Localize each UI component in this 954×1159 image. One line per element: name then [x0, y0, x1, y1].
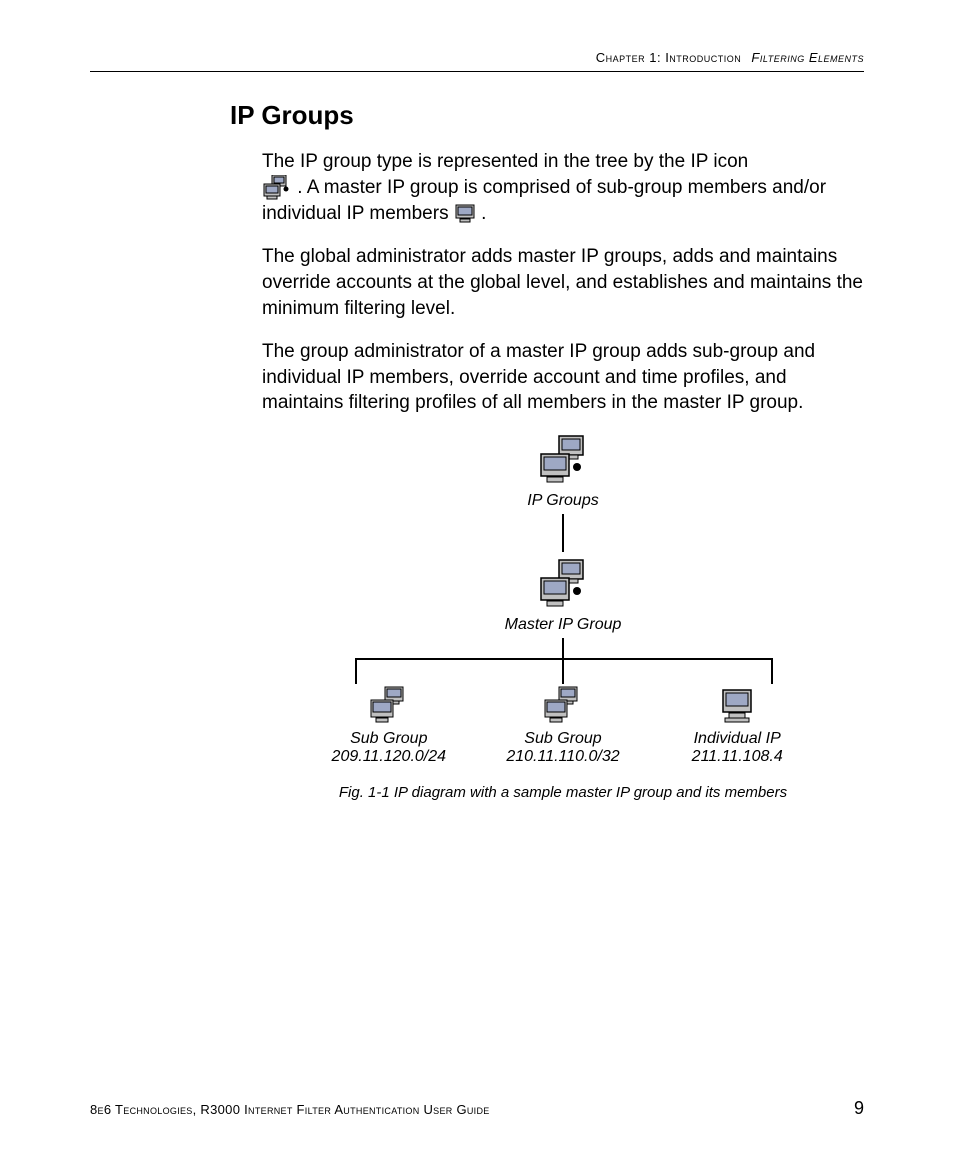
connector-line	[562, 514, 564, 552]
tree-leaf-node: Sub Group 210.11.110.0/32	[477, 686, 649, 766]
page-number: 9	[854, 1098, 864, 1119]
leaf-sub: 209.11.120.0/24	[332, 748, 446, 766]
ip-group-icon	[533, 558, 593, 612]
paragraph-1: The IP group type is represented in the …	[262, 149, 864, 226]
content-area: IP Groups The IP group type is represent…	[230, 100, 864, 1088]
individual-ip-icon	[717, 686, 757, 726]
leaf-label: Sub Group	[350, 730, 427, 748]
ip-tree-diagram: IP Groups	[303, 434, 823, 801]
paragraph-2: The global administrator adds master IP …	[262, 244, 864, 321]
p1-text-a: The IP group type is represented in the …	[262, 151, 748, 172]
section-title: IP Groups	[230, 100, 864, 131]
tree-leaf-node: Sub Group 209.11.120.0/24	[303, 686, 475, 766]
p1-text-b: . A master IP group is comprised of sub-…	[262, 177, 826, 224]
ip-subgroup-icon	[367, 686, 411, 726]
leaf-sub: 210.11.110.0/32	[506, 748, 619, 766]
leaf-label: Sub Group	[524, 730, 601, 748]
tree-leaf-row: Sub Group 209.11.120.0/24	[303, 686, 823, 766]
p1-text-c: .	[481, 203, 486, 224]
page-header: Chapter 1: Introduction Filtering Elemen…	[90, 50, 864, 72]
mid-label: Master IP Group	[505, 616, 622, 634]
root-label: IP Groups	[527, 492, 598, 510]
header-section-secondary: Filtering Elements	[751, 50, 864, 65]
page-footer: 8e6 Technologies, R3000 Internet Filter …	[90, 1088, 864, 1119]
leaf-label: Individual IP	[694, 730, 781, 748]
chapter-label: Chapter 1:	[596, 50, 661, 65]
individual-ip-icon	[454, 204, 476, 224]
ip-group-icon	[533, 434, 593, 488]
tree-leaf-node: Individual IP 211.11.108.4	[651, 686, 823, 766]
ip-subgroup-icon	[541, 686, 585, 726]
tree-mid-node: Master IP Group	[303, 558, 823, 634]
figure-caption: Fig. 1-1 IP diagram with a sample master…	[303, 784, 823, 801]
footer-title: 8e6 Technologies, R3000 Internet Filter …	[90, 1102, 490, 1117]
body-text: The IP group type is represented in the …	[262, 149, 864, 801]
tree-root-node: IP Groups	[303, 434, 823, 558]
leaf-sub: 211.11.108.4	[692, 748, 783, 766]
paragraph-3: The group administrator of a master IP g…	[262, 339, 864, 416]
tree-branch	[303, 638, 823, 686]
ip-group-icon	[262, 175, 292, 201]
header-section-primary: Introduction	[665, 50, 741, 65]
